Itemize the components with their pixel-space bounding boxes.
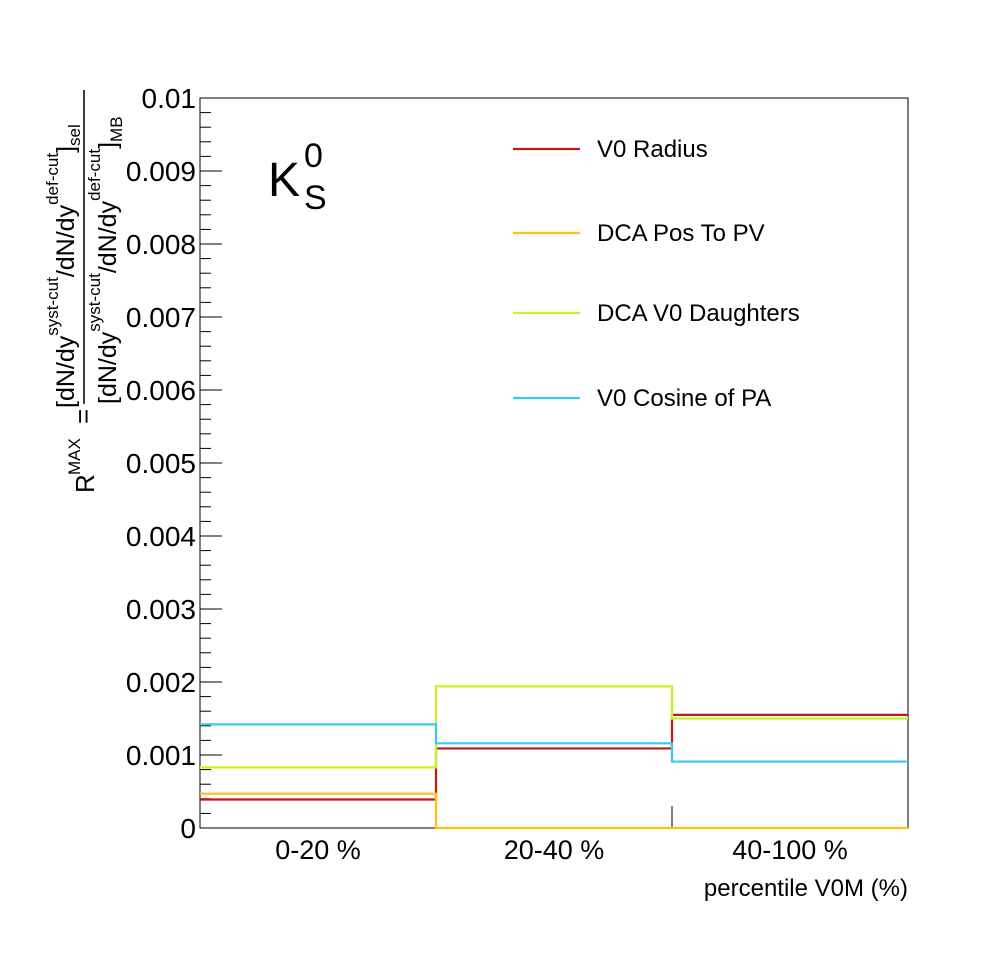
y-tick-label: 0.005 (126, 448, 196, 479)
y-title-equals: = (68, 409, 98, 424)
y-tick-label: 0.004 (126, 521, 196, 552)
particle-base: K (268, 154, 300, 207)
x-axis-category-labels: 0-20 % 20-40 % 40-100 % (275, 835, 848, 865)
y-tick-label: 0 (180, 813, 196, 844)
y-tick-label: 0.008 (126, 229, 196, 260)
legend-label: DCA V0 Daughters (597, 300, 800, 327)
series-line-4 (200, 723, 908, 763)
legend-label: V0 Radius (597, 136, 708, 163)
y-tick-label: 0.007 (126, 302, 196, 333)
x-category-label: 0-20 % (275, 835, 361, 865)
particle-sub: S (304, 179, 327, 217)
y-title-lhs-sup: MAX (65, 438, 84, 475)
x-category-label: 20-40 % (504, 835, 605, 865)
y-axis-title: R MAX = [dN/dysyst-cut/dN/dydef-cut]sel … (43, 90, 126, 493)
series-line-2 (200, 792, 908, 830)
particle-sup: 0 (304, 137, 323, 175)
y-title-numerator: [dN/dysyst-cut/dN/dydef-cut]sel (43, 124, 84, 408)
y-tick-label: 0.001 (126, 740, 196, 771)
x-axis-title: percentile V0M (%) (704, 875, 908, 902)
y-title-lhs: R (70, 474, 100, 493)
legend-label: DCA Pos To PV (597, 220, 765, 247)
y-title-denominator: [dN/dysyst-cut/dN/dydef-cut]MB (85, 116, 126, 404)
series-line-1 (200, 713, 908, 801)
particle-annotation: K 0 S (268, 137, 327, 217)
x-category-label: 40-100 % (732, 835, 848, 865)
legend-label: V0 Cosine of PA (597, 385, 771, 412)
y-axis-tick-labels: 0 0.001 0.002 0.003 0.004 0.005 0.006 0.007 0.00… (126, 83, 196, 844)
y-tick-label: 0.003 (126, 594, 196, 625)
y-axis-ticks (200, 97, 673, 829)
y-tick-label: 0.01 (142, 83, 197, 114)
y-tick-label: 0.002 (126, 667, 196, 698)
series-line-3 (200, 685, 908, 769)
series-group (200, 685, 908, 830)
legend: V0 Radius DCA Pos To PV DCA V0 Daughters V0… (513, 136, 800, 412)
y-tick-label: 0.006 (126, 375, 196, 406)
y-tick-label: 0.009 (126, 156, 196, 187)
